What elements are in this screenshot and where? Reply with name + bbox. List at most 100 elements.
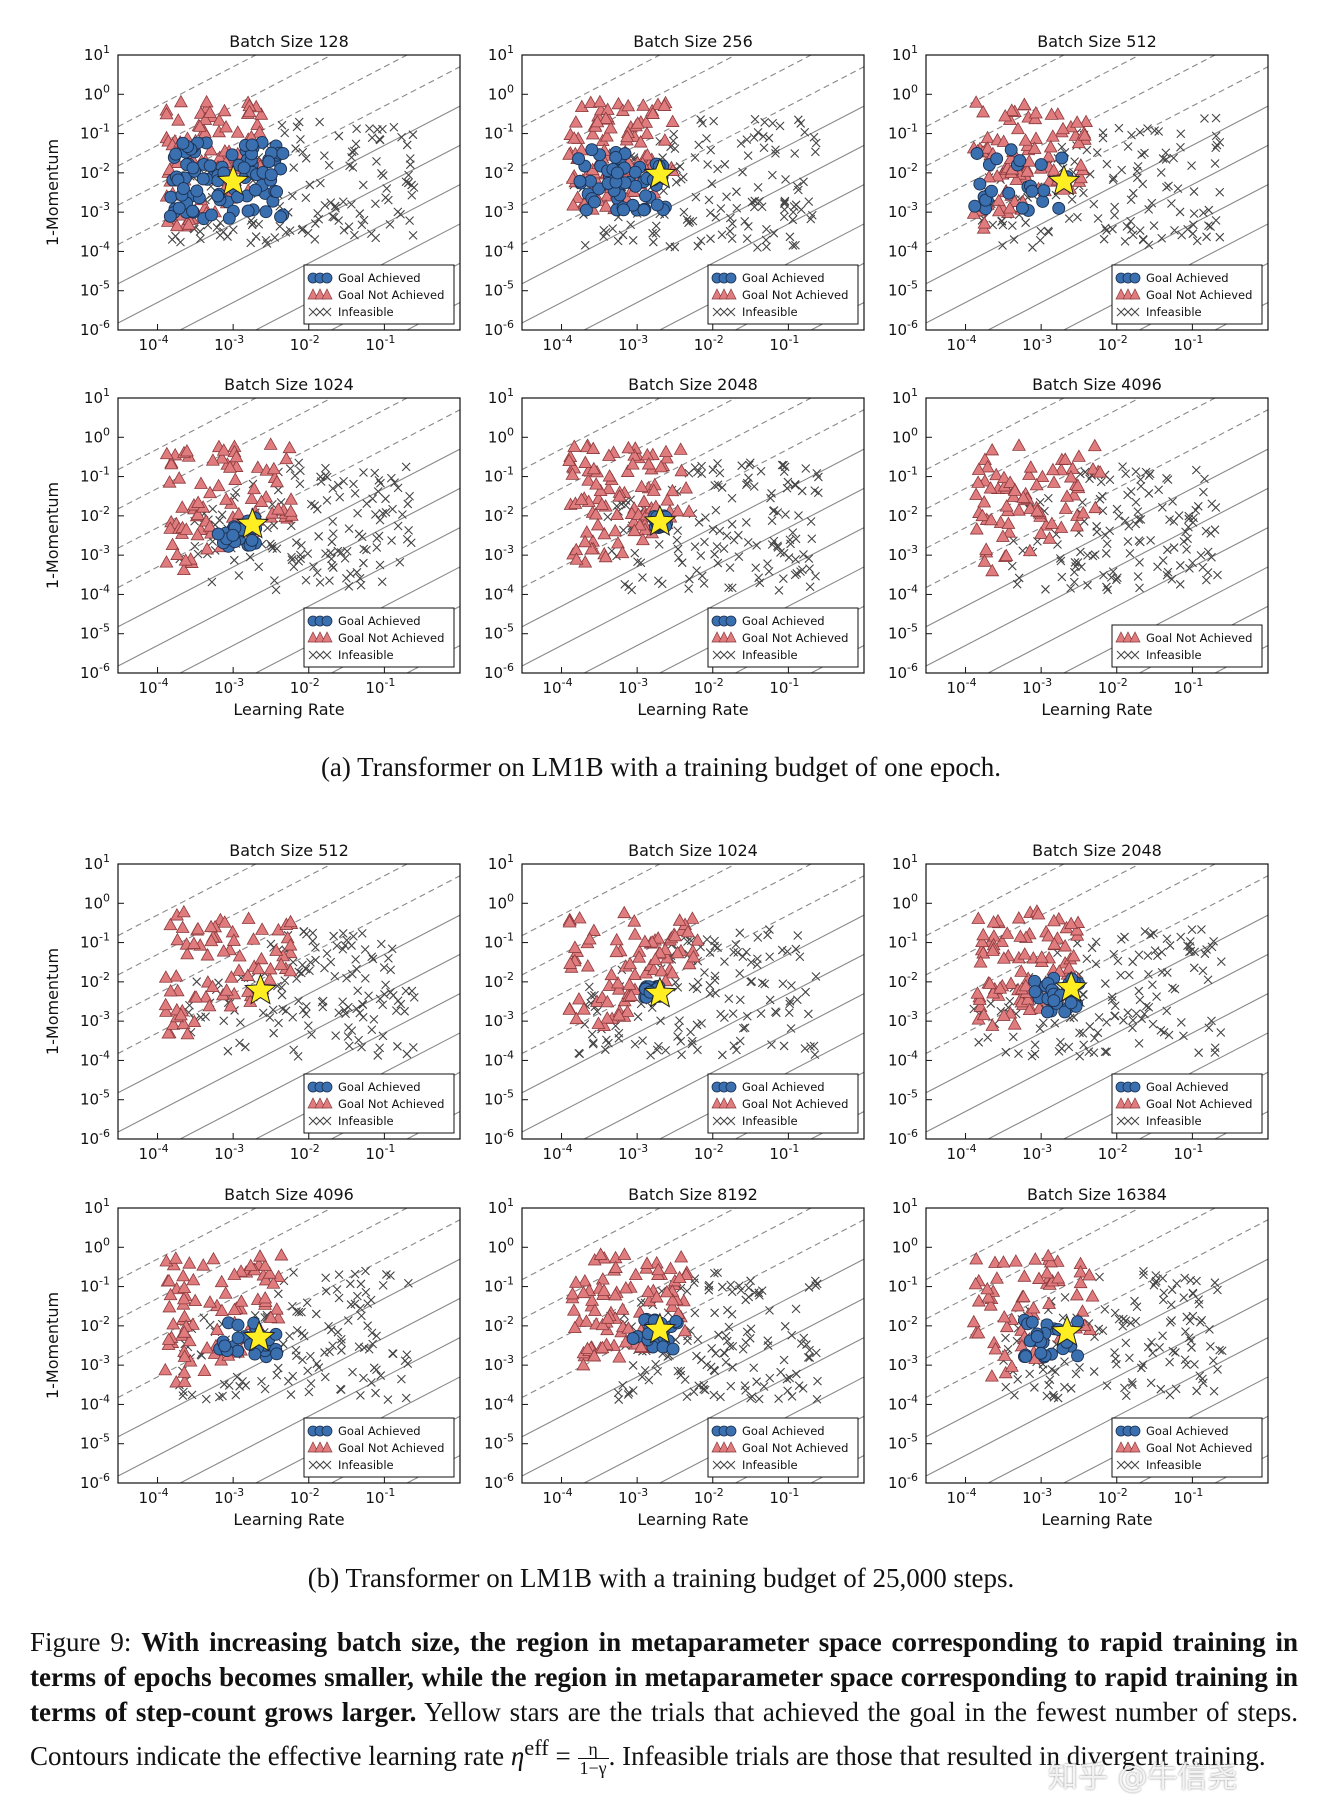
y-tick-label: 10-6 [80, 1127, 110, 1148]
goal-not-achieved-point [980, 130, 995, 144]
contour-line [926, 398, 1217, 549]
x-tick-label: 10-1 [365, 333, 395, 354]
legend-marker-infeasible [1123, 1460, 1133, 1470]
infeasible-point [354, 1035, 364, 1045]
infeasible-point [1112, 504, 1122, 514]
infeasible-point [1050, 1018, 1060, 1028]
infeasible-point [1203, 975, 1213, 985]
goal-achieved-point [973, 177, 987, 191]
legend-marker-infeasible [315, 650, 325, 660]
infeasible-point [1159, 1288, 1169, 1298]
goal-not-achieved-point [283, 914, 298, 928]
goal-not-achieved-point [218, 1286, 233, 1299]
x-tick-label: 10-1 [365, 676, 395, 697]
infeasible-point [756, 1009, 766, 1018]
infeasible-point [709, 1390, 719, 1400]
infeasible-point [390, 478, 399, 488]
infeasible-point [1158, 1331, 1167, 1341]
y-tick-label: 100 [892, 82, 918, 103]
plot-area [118, 1208, 460, 1483]
goal-not-achieved-point [1055, 121, 1070, 135]
infeasible-point [1014, 573, 1024, 583]
goal-not-achieved-point [1007, 1017, 1022, 1030]
infeasible-point [311, 955, 320, 965]
infeasible-point [1116, 970, 1126, 980]
legend-marker-notachieved [1115, 1441, 1127, 1453]
caption-rest-2: . Infeasible trials are those that resul… [608, 1741, 1266, 1771]
infeasible-point [753, 127, 763, 137]
infeasible-point [285, 464, 295, 473]
infeasible-point [1197, 925, 1206, 934]
infeasible-point [1165, 941, 1175, 950]
contour-line [522, 448, 864, 628]
goal-not-achieved-point [1034, 950, 1049, 963]
infeasible-point [724, 994, 734, 1003]
infeasible-point [1150, 946, 1160, 956]
infeasible-point [320, 200, 330, 210]
infeasible-point [793, 185, 803, 195]
infeasible-point [1155, 1342, 1164, 1352]
infeasible-point [785, 1373, 795, 1383]
infeasible-point [1205, 1325, 1214, 1334]
infeasible-point [608, 224, 618, 233]
infeasible-point [311, 942, 320, 952]
infeasible-point [790, 570, 800, 580]
infeasible-point [338, 197, 348, 207]
y-tick-label: 10-4 [80, 1392, 110, 1413]
infeasible-point [1215, 187, 1225, 197]
infeasible-point [359, 1343, 369, 1353]
infeasible-point [372, 543, 382, 552]
infeasible-point [1207, 942, 1217, 952]
infeasible-point [1112, 573, 1122, 583]
goal-not-achieved-point [247, 481, 262, 495]
infeasible-point [1153, 562, 1162, 572]
infeasible-point [340, 940, 350, 950]
infeasible-point [604, 1038, 613, 1048]
goal-not-achieved-point [633, 135, 648, 148]
infeasible-point [689, 1387, 699, 1397]
infeasible-point [768, 118, 778, 128]
goal-not-achieved-point [983, 1298, 998, 1311]
contour-line [254, 1032, 460, 1139]
goal-not-achieved-point [190, 527, 205, 541]
legend-label: Goal Not Achieved [1146, 1441, 1252, 1455]
infeasible-point [700, 968, 709, 977]
infeasible-point [368, 954, 378, 964]
infeasible-point [1133, 507, 1143, 516]
infeasible-point [207, 577, 217, 587]
legend-marker-infeasible [726, 307, 736, 317]
infeasible-point [1110, 1308, 1120, 1318]
infeasible-point [743, 538, 753, 547]
goal-not-achieved-point [652, 945, 667, 959]
infeasible-point [1103, 585, 1113, 595]
infeasible-point [671, 977, 680, 987]
infeasible-point [720, 159, 730, 169]
infeasible-point [711, 1349, 721, 1358]
infeasible-point [759, 143, 769, 153]
goal-not-achieved-point [1060, 489, 1075, 502]
infeasible-point [212, 223, 222, 232]
y-tick-label: 10-5 [80, 279, 110, 300]
infeasible-point [680, 1375, 690, 1385]
infeasible-point [805, 582, 815, 592]
infeasible-point [269, 1028, 279, 1038]
y-tick-label: 100 [892, 1235, 918, 1256]
infeasible-point [375, 135, 385, 145]
infeasible-point [1043, 493, 1053, 503]
infeasible-point [732, 187, 741, 197]
goal-not-achieved-point [645, 106, 660, 119]
contour-line [522, 1258, 864, 1438]
infeasible-point [762, 242, 771, 252]
infeasible-point [584, 982, 594, 992]
infeasible-point [580, 240, 590, 250]
infeasible-point [374, 476, 384, 485]
goal-not-achieved-point [178, 553, 193, 566]
goal-not-achieved-point [609, 944, 624, 958]
infeasible-point [1156, 168, 1166, 177]
infeasible-point [176, 237, 185, 247]
infeasible-point [402, 140, 412, 150]
infeasible-point [409, 992, 419, 1002]
infeasible-point [373, 487, 383, 496]
infeasible-point [746, 957, 756, 967]
goal-not-achieved-point [271, 1269, 286, 1283]
